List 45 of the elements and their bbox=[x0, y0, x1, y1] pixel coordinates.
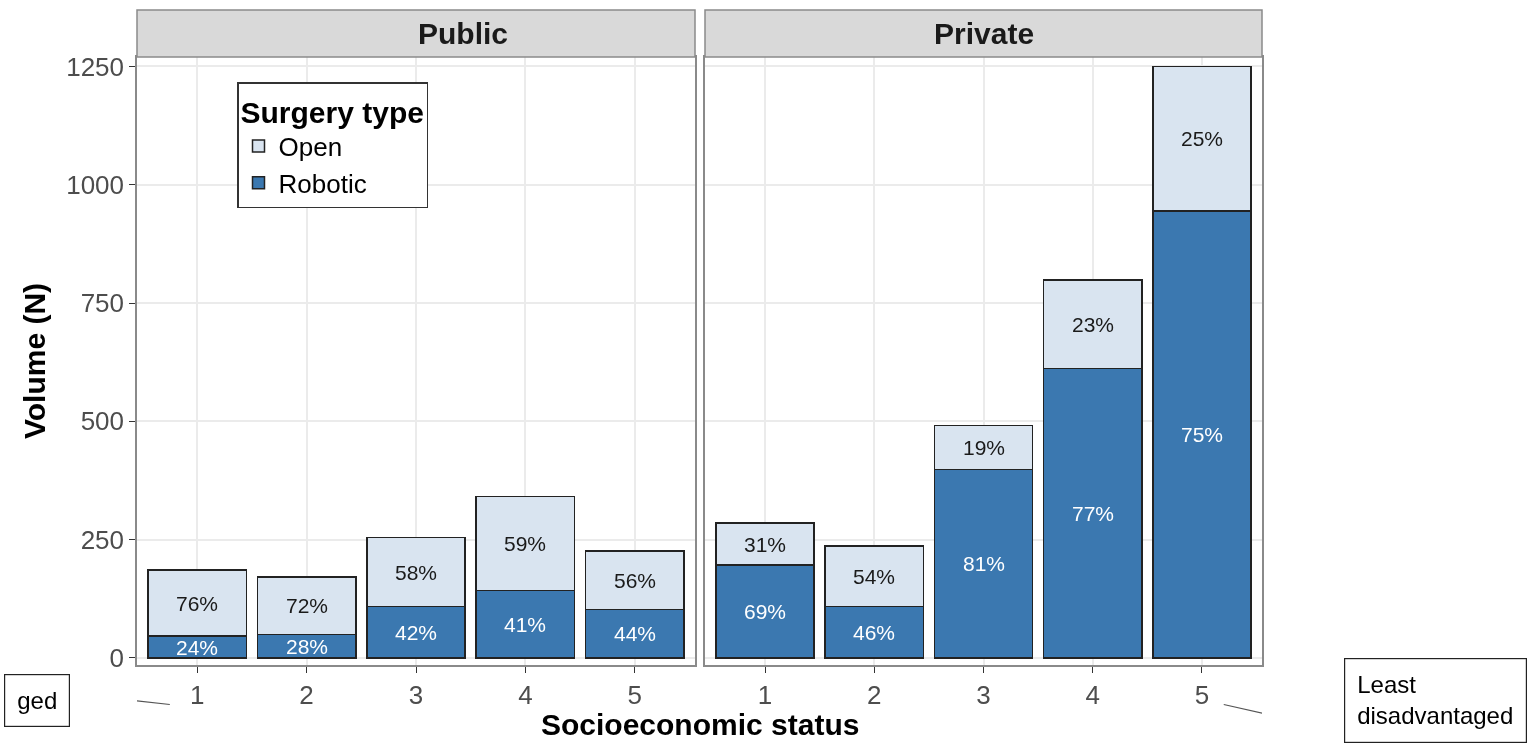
x-tick-label: 4 bbox=[1085, 679, 1100, 710]
x-tick-label: 5 bbox=[627, 679, 643, 710]
text: Least disadvantaged bbox=[1357, 671, 1514, 730]
y-tick-label: 500 bbox=[80, 406, 125, 437]
x-tick-label: 3 bbox=[408, 679, 424, 710]
annotation: 46% bbox=[853, 621, 896, 644]
annotation: 23% bbox=[1072, 313, 1115, 336]
text: ged bbox=[17, 687, 58, 715]
annotation: 59% bbox=[504, 532, 547, 555]
annotation: 77% bbox=[1072, 502, 1115, 525]
annotation: 31% bbox=[744, 533, 787, 556]
y-axis-title: Volume (N) bbox=[17, 282, 51, 440]
x-axis-title: Socioeconomic status bbox=[541, 708, 860, 741]
x-tick-label: 3 bbox=[976, 679, 991, 710]
x-tick-label: 5 bbox=[1194, 679, 1210, 710]
annotation: 72% bbox=[286, 594, 329, 617]
annotation: 24% bbox=[176, 636, 219, 659]
annotation: 28% bbox=[286, 635, 329, 658]
annotation: 42% bbox=[395, 621, 438, 644]
annotation: 75% bbox=[1181, 423, 1224, 446]
legend-label: Open bbox=[278, 132, 343, 163]
annotation: 76% bbox=[176, 592, 219, 615]
annotation: 81% bbox=[963, 552, 1006, 575]
x-tick-label: 2 bbox=[299, 679, 314, 710]
y-tick-label: 750 bbox=[80, 288, 125, 319]
x-tick-label: 1 bbox=[189, 679, 205, 710]
x-tick-label: 2 bbox=[867, 679, 882, 710]
y-tick-label: 250 bbox=[80, 524, 125, 555]
annotation: 58% bbox=[395, 561, 438, 584]
legend-label: Robotic bbox=[278, 168, 367, 199]
annotation: 41% bbox=[504, 613, 547, 636]
x-tick-label: 1 bbox=[757, 679, 773, 710]
annotation: 54% bbox=[853, 565, 896, 588]
annotation: 69% bbox=[744, 600, 787, 623]
annotation: 25% bbox=[1181, 127, 1224, 150]
annotation: 19% bbox=[963, 436, 1006, 459]
legend-title: Surgery type bbox=[240, 95, 424, 129]
y-tick-label: 0 bbox=[109, 643, 125, 673]
y-tick-label: 1250 bbox=[66, 51, 125, 82]
chart-title: Public bbox=[418, 17, 509, 50]
chart-title: Private bbox=[934, 17, 1035, 50]
annotation: 44% bbox=[614, 622, 657, 645]
y-tick-label: 1000 bbox=[66, 169, 125, 200]
x-tick-label: 4 bbox=[518, 679, 533, 710]
annotation: 56% bbox=[614, 569, 657, 592]
